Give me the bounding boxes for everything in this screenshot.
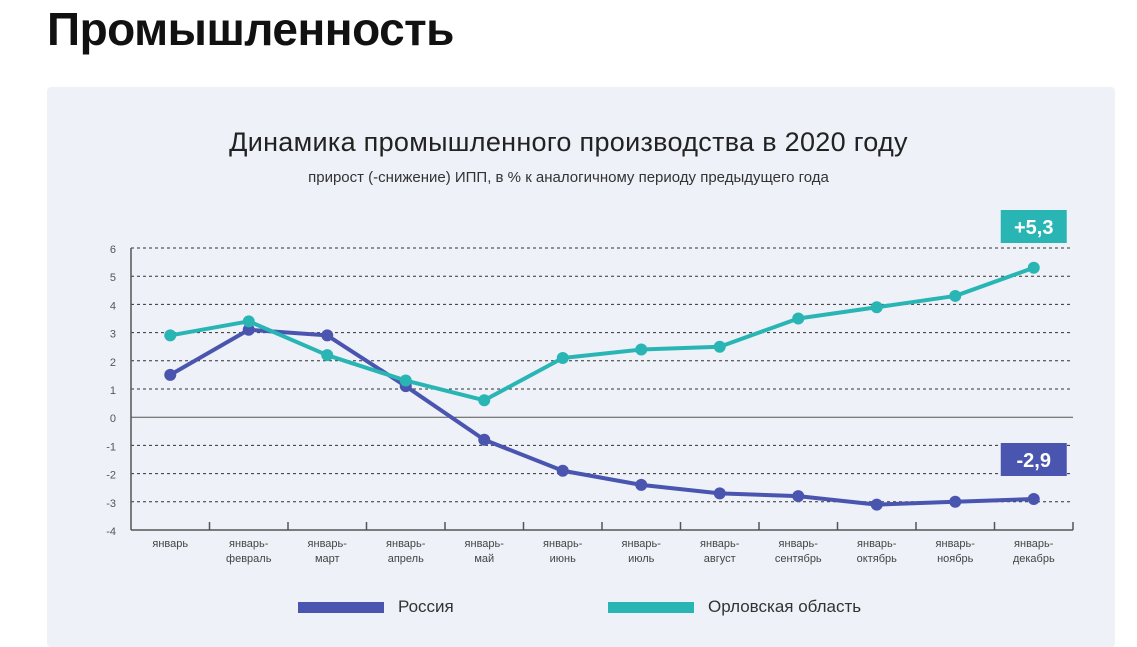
data-point: [242, 323, 255, 336]
legend-swatch: [608, 601, 694, 613]
legend-swatch: [298, 601, 384, 613]
y-tick-label: 6: [110, 244, 116, 256]
end-label-box: [1000, 210, 1067, 243]
x-tick-label: май: [474, 553, 494, 565]
data-point: [164, 329, 177, 342]
x-tick-label: январь-: [779, 538, 819, 550]
y-tick-label: 2: [110, 357, 116, 369]
y-tick-label: 1: [110, 385, 116, 397]
y-tick-label: 4: [110, 300, 116, 312]
chart-title: Динамика промышленного производства в 20…: [229, 127, 908, 157]
y-tick-label: -3: [106, 498, 116, 510]
x-tick-label: январь-: [543, 538, 583, 550]
series-line: [169, 327, 1034, 507]
data-point: [713, 340, 726, 353]
end-label: -2,9: [1017, 450, 1051, 472]
legend-item-orel: Орловская область: [608, 597, 861, 617]
x-tick-label: январь-: [700, 538, 740, 550]
y-tick-label: 3: [110, 329, 116, 341]
y-tick-label: -2: [106, 470, 116, 482]
x-tick-label: ноябрь: [937, 553, 974, 565]
legend-label: Орловская область: [708, 597, 862, 616]
data-point: [321, 349, 334, 362]
chart-subtitle: прирост (-снижение) ИПП, в % к аналогичн…: [308, 169, 829, 186]
data-point: [792, 490, 805, 503]
x-tick-label: март: [315, 553, 340, 565]
data-point: [242, 315, 255, 328]
chart-card: [47, 87, 1115, 647]
page-title: Промышленность: [47, 3, 454, 55]
data-point: [949, 289, 962, 302]
y-tick-label: 0: [110, 413, 116, 425]
x-tick-label: июнь: [550, 553, 576, 565]
x-tick-label: декабрь: [1013, 553, 1055, 565]
data-point: [321, 329, 334, 342]
data-point: [635, 343, 648, 356]
series-line: [169, 265, 1035, 403]
y-tick-label: -1: [106, 441, 116, 453]
data-point: [478, 394, 491, 407]
x-tick-label: сентябрь: [775, 553, 822, 565]
x-tick-label: июль: [628, 553, 655, 565]
x-tick-label: январь-: [465, 538, 505, 550]
x-tick-label: август: [704, 553, 736, 565]
data-point: [1027, 492, 1040, 505]
legend-item-russia: Россия: [298, 597, 454, 617]
end-label-box: [1000, 443, 1067, 476]
data-point: [870, 301, 883, 314]
data-point: [870, 498, 883, 511]
legend-label: Россия: [398, 597, 454, 616]
x-tick-label: январь-: [857, 538, 897, 550]
x-tick-label: апрель: [388, 553, 424, 565]
x-tick-label: январь-: [229, 538, 269, 550]
data-point: [556, 351, 569, 364]
data-point: [1027, 261, 1040, 274]
y-tick-label: -4: [106, 526, 116, 538]
x-tick-label: январь-: [622, 538, 662, 550]
data-point: [792, 312, 805, 325]
x-tick-label: январь-: [308, 538, 348, 550]
x-tick-label: январь-: [936, 538, 976, 550]
x-tick-label: октябрь: [857, 553, 897, 565]
x-tick-label: февраль: [226, 553, 272, 565]
y-tick-label: 5: [110, 272, 116, 284]
data-point: [713, 487, 726, 500]
x-tick-label: январь: [152, 538, 188, 550]
end-label: +5,3: [1014, 217, 1053, 239]
x-tick-label: январь-: [1014, 538, 1054, 550]
data-point: [399, 374, 412, 387]
data-point: [478, 433, 491, 446]
data-point: [556, 464, 569, 477]
x-tick-label: январь-: [386, 538, 426, 550]
data-point: [164, 368, 177, 381]
data-point: [635, 478, 648, 491]
data-point: [949, 495, 962, 508]
